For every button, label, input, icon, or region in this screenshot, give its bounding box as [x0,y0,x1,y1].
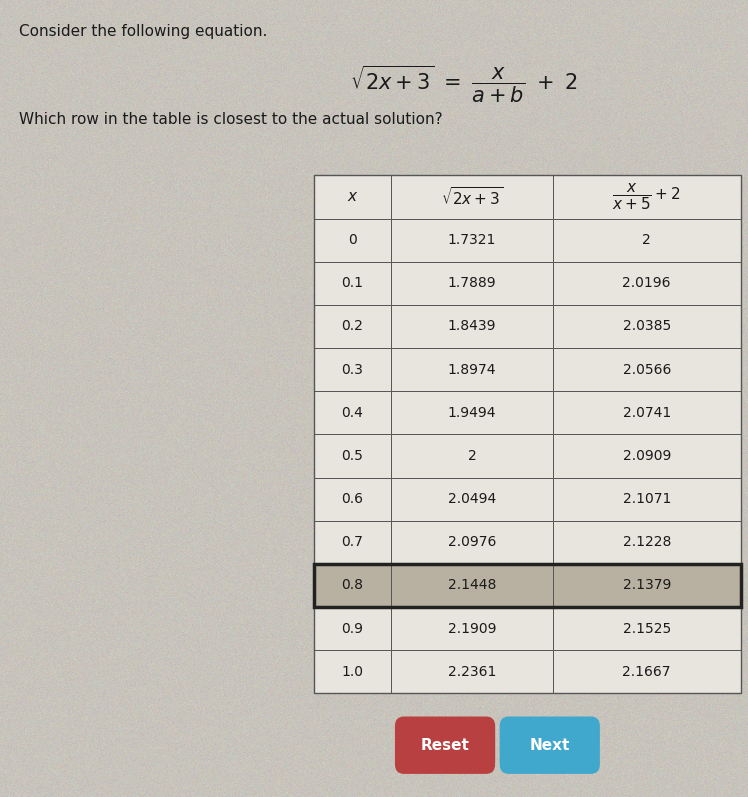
Text: 0.7: 0.7 [342,536,364,549]
Text: 2.0494: 2.0494 [448,492,496,506]
Text: 0.5: 0.5 [342,449,364,463]
Bar [553,477,741,520]
Bar [553,607,741,650]
Bar [391,218,553,261]
Text: $\sqrt{2x+3}\ =\ \dfrac{x}{a+b}\ +\ 2$: $\sqrt{2x+3}\ =\ \dfrac{x}{a+b}\ +\ 2$ [350,64,577,105]
Text: 2.0385: 2.0385 [622,320,671,333]
Text: 0: 0 [348,233,357,247]
Bar [391,304,553,348]
Text: $\sqrt{2x+3}$: $\sqrt{2x+3}$ [441,186,503,208]
Bar [391,175,553,218]
Bar [314,607,391,650]
Bar [314,304,391,348]
Text: 2.0976: 2.0976 [448,536,496,549]
Text: 0.9: 0.9 [342,622,364,636]
Bar [391,348,553,391]
Bar [553,304,741,348]
Bar [553,650,741,693]
Bar [314,261,391,305]
Text: Consider the following equation.: Consider the following equation. [19,24,267,39]
Bar [391,261,553,305]
Bar [391,477,553,520]
Text: 2.1525: 2.1525 [622,622,671,636]
Text: 1.9494: 1.9494 [447,406,496,420]
Bar [314,348,391,391]
Bar [553,434,741,477]
Bar [391,564,553,607]
Text: $\dfrac{x}{x+5}+2$: $\dfrac{x}{x+5}+2$ [613,182,681,212]
Text: Which row in the table is closest to the actual solution?: Which row in the table is closest to the… [19,112,442,127]
Text: 0.2: 0.2 [342,320,364,333]
FancyBboxPatch shape [395,717,495,774]
Bar [391,650,553,693]
Text: 1.8974: 1.8974 [447,363,496,377]
Text: 2.1448: 2.1448 [448,579,496,592]
Bar [314,564,391,607]
Text: $x$: $x$ [347,190,358,204]
Bar [314,477,391,520]
Bar [391,391,553,434]
Bar [553,564,741,607]
Bar [314,520,391,564]
Bar [314,434,391,477]
Text: Reset: Reset [420,738,470,752]
Bar [553,520,741,564]
Bar [553,348,741,391]
Text: 0.8: 0.8 [342,579,364,592]
Bar [314,391,391,434]
Bar [553,261,741,305]
Text: 1.7321: 1.7321 [448,233,496,247]
Text: 2.1909: 2.1909 [447,622,496,636]
Text: 2.0566: 2.0566 [622,363,671,377]
Text: 2.2361: 2.2361 [448,665,496,679]
Bar [314,650,391,693]
Text: 0.4: 0.4 [342,406,364,420]
Text: 2: 2 [468,449,476,463]
Bar [553,175,741,218]
Bar [553,391,741,434]
Bar [314,218,391,261]
Text: 2.1071: 2.1071 [622,492,671,506]
Text: 0.3: 0.3 [342,363,364,377]
Text: 2: 2 [643,233,651,247]
Text: 1.0: 1.0 [342,665,364,679]
Text: 2.0909: 2.0909 [622,449,671,463]
Bar [391,520,553,564]
Bar [314,175,391,218]
Bar [553,218,741,261]
Text: 0.1: 0.1 [342,277,364,290]
Bar [391,607,553,650]
Bar [391,434,553,477]
Text: 2.1379: 2.1379 [622,579,671,592]
Text: 1.7889: 1.7889 [447,277,496,290]
Bar [314,564,741,607]
Text: Next: Next [530,738,570,752]
Text: 1.8439: 1.8439 [447,320,496,333]
Bar [314,175,741,693]
Text: 2.1667: 2.1667 [622,665,671,679]
Text: 2.0196: 2.0196 [622,277,671,290]
Text: 2.1228: 2.1228 [622,536,671,549]
Text: 0.6: 0.6 [342,492,364,506]
Text: 2.0741: 2.0741 [622,406,671,420]
FancyBboxPatch shape [500,717,600,774]
